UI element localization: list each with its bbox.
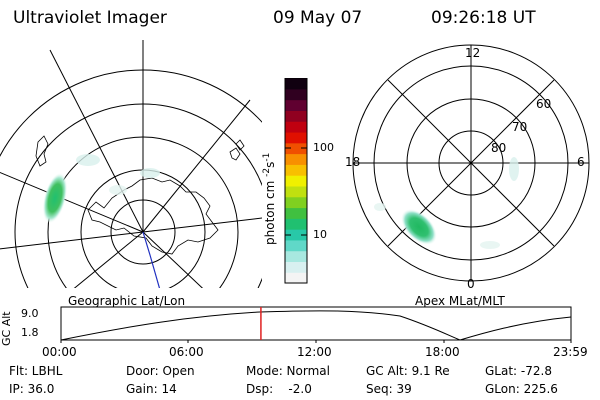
coastline [35, 135, 49, 167]
colorbar-stripe [285, 250, 307, 263]
colorbar-stripe [285, 175, 307, 187]
lon-line [0, 171, 144, 233]
colorbar-stripe [285, 196, 307, 209]
dsp-info: Dsp: -2.0 [246, 382, 312, 396]
colorbar-stripe [285, 185, 307, 198]
lon-line [142, 217, 262, 233]
colorbar-stripe [285, 121, 307, 133]
colorbar-stripe [285, 153, 307, 165]
coastline [229, 147, 241, 161]
colorbar [284, 78, 308, 284]
colorbar-stripe [285, 110, 307, 122]
gc-alt-info: GC Alt: 9.1 Re [366, 364, 450, 378]
aurora-emission [140, 168, 160, 178]
altitude-ytick: 9.0 [21, 307, 39, 320]
colorbar-stripe [285, 78, 307, 90]
time-label: 09:26:18 UT [431, 8, 536, 28]
aurora-emission [400, 208, 438, 246]
filter-info: Flt: LBHL [9, 364, 63, 378]
mlat-label-80: 80 [491, 141, 507, 155]
lon-line [142, 99, 251, 233]
aurora-emission [374, 203, 386, 211]
coastline [235, 139, 245, 151]
colorbar-stripe [285, 142, 307, 155]
magnetic-caption: Apex MLat/MLT [415, 294, 505, 308]
altitude-xtick: 12:00 [297, 345, 332, 359]
aurora-emission [42, 172, 68, 224]
seq-info: Seq: 39 [366, 382, 412, 396]
mlt-label-12: 12 [465, 46, 481, 60]
colorbar-stripe [285, 131, 307, 144]
colorbar-stripe [285, 261, 307, 273]
altitude-xtick: 06:00 [169, 345, 204, 359]
colorbar-stripe [285, 99, 307, 111]
altitude-ytick: 1.8 [21, 326, 39, 339]
aurora-emission [480, 241, 500, 249]
colorbar-stripe [285, 239, 307, 252]
colorbar-tick-label: 100 [313, 141, 334, 154]
glon-info: GLon: 225.6 [485, 382, 558, 396]
door-info: Door: Open [126, 364, 195, 378]
mlat-label-70: 70 [512, 120, 528, 134]
geographic-caption: Geographic Lat/Lon [68, 294, 186, 308]
lat-circle [0, 69, 262, 158]
mlt-label-18: 18 [345, 155, 361, 169]
altitude-xtick: 18:00 [425, 345, 460, 359]
mlt-label-0: 0 [467, 277, 475, 291]
instrument-title: Ultraviolet Imager [13, 8, 167, 28]
lon-line [73, 231, 144, 288]
mlt-label-6: 6 [577, 155, 585, 169]
aurora-emission [109, 185, 127, 195]
lon-line [0, 231, 144, 250]
magnetic-polar-map [352, 44, 590, 282]
ip-info: IP: 36.0 [9, 382, 55, 396]
date-label: 09 May 07 [273, 8, 363, 28]
altitude-plot [60, 306, 572, 343]
colorbar-stripe [285, 272, 307, 284]
colorbar-stripe [285, 207, 307, 219]
colorbar-stripe [285, 229, 307, 241]
gain-info: Gain: 14 [126, 382, 177, 396]
altitude-xtick: 23:59 [553, 345, 588, 359]
mode-info: Mode: Normal [246, 364, 330, 378]
colorbar-stripe [285, 164, 307, 176]
altitude-xtick: 00:00 [42, 345, 77, 359]
colorbar-tick-label: 10 [313, 228, 327, 241]
aurora-emission [76, 154, 100, 166]
colorbar-stripe [285, 88, 307, 101]
glat-info: GLat: -72.8 [485, 364, 552, 378]
geographic-map [0, 40, 262, 288]
altitude-ylabel: GC Alt [0, 311, 13, 346]
aurora-emission [509, 157, 519, 181]
colorbar-stripe [285, 218, 307, 230]
colorbar-unit-label: photon cm -2s-1 [262, 152, 277, 245]
mlat-label-60: 60 [536, 97, 552, 111]
track-line [142, 231, 161, 288]
lon-line [142, 231, 204, 288]
antarctica-coastline [87, 177, 219, 255]
lon-line [49, 49, 144, 233]
